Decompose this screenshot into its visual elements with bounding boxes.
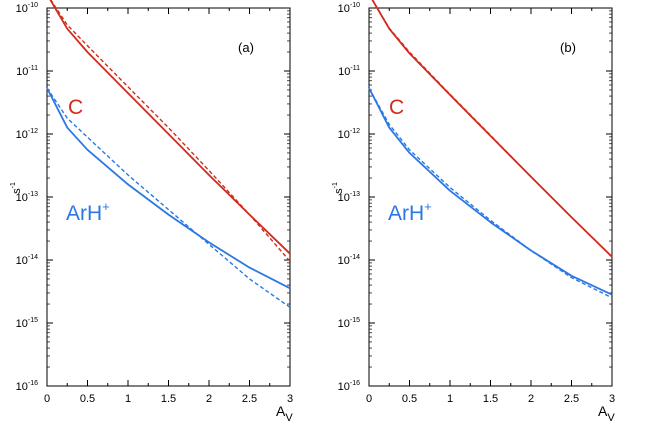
- y-tick-label: 10-15: [338, 317, 360, 330]
- panel-a: 0 0.5 1 1.5 2 2.5 3 10-10 10-11 10-12 10-13 10-14 10…: [10, 0, 293, 424]
- series-label-arhplus: ArH+: [66, 199, 110, 225]
- y-tick-label: 10-12: [338, 128, 360, 141]
- plot-frame: [46, 7, 291, 387]
- x-tick-label: 3: [609, 393, 615, 405]
- x-tick-label: 0.5: [402, 393, 417, 405]
- series-line-arhplus-dashed: [46, 87, 291, 308]
- y-tick-label: 10-10: [16, 2, 38, 15]
- y-axis-title: s-1: [10, 182, 23, 194]
- series-line-arhplus-dashed: [368, 87, 613, 299]
- y-tick-label: 10-13: [338, 191, 360, 204]
- x-axis-title: AV: [276, 403, 293, 424]
- x-tick-label: 2: [528, 393, 534, 405]
- x-tick-label: 1: [447, 393, 453, 405]
- y-tick-label: 10-15: [16, 317, 38, 330]
- x-tick-label: 2.5: [564, 393, 579, 405]
- y-tick-label: 10-16: [338, 380, 360, 393]
- y-tick-label: 10-11: [338, 65, 360, 78]
- plot-frame: [368, 7, 613, 387]
- y-tick-label: 10-12: [16, 128, 38, 141]
- series-label-arhplus: ArH+: [388, 199, 432, 225]
- panel-b: 0 0.5 1 1.5 2 2.5 3 10-10 10-11 10-12 10-13 10-14 10…: [332, 0, 615, 424]
- x-tick-label: 1.5: [161, 393, 176, 405]
- series-line-c-dashed: [371, 0, 613, 258]
- x-tick-label: 3: [287, 393, 293, 405]
- series-label-c: C: [68, 96, 83, 119]
- series-line-arhplus-solid: [368, 87, 613, 296]
- y-tick-label: 10-16: [16, 380, 38, 393]
- x-tick-label: 0: [44, 393, 50, 405]
- y-tick-label: 10-11: [16, 65, 38, 78]
- series-line-arhplus-solid: [46, 87, 291, 290]
- x-tick-label: 0: [366, 393, 372, 405]
- x-tick-label: 1: [125, 393, 131, 405]
- panel-label: (b): [560, 40, 576, 55]
- series-line-c-solid: [49, 0, 291, 255]
- series-line-c-dashed: [50, 0, 291, 262]
- y-tick-label: 10-13: [16, 191, 38, 204]
- panel-label: (a): [238, 40, 254, 55]
- y-tick-label: 10-10: [338, 2, 360, 15]
- y-axis-title: s-1: [332, 182, 345, 194]
- y-tick-label: 10-14: [338, 254, 360, 267]
- x-axis-title: AV: [598, 403, 615, 424]
- series-label-c: C: [389, 96, 404, 119]
- y-tick-label: 10-14: [16, 254, 38, 267]
- x-tick-label: 0.5: [80, 393, 95, 405]
- x-tick-label: 1.5: [483, 393, 498, 405]
- x-tick-label: 2: [206, 393, 212, 405]
- x-tick-label: 2.5: [242, 393, 257, 405]
